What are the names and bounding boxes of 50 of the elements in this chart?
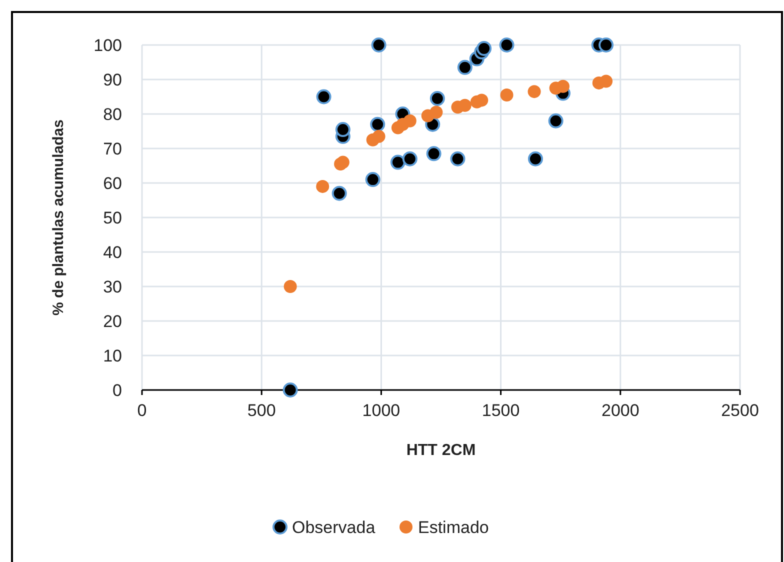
point [390, 154, 406, 170]
x-axis-title: HTT 2CM [406, 442, 476, 459]
x-tick-label: 2000 [601, 401, 640, 420]
point [430, 106, 443, 119]
point [284, 280, 297, 293]
point [426, 146, 442, 162]
point [403, 114, 416, 128]
x-tick-label: 500 [247, 401, 276, 420]
point [457, 60, 472, 75]
x-tick-label: 1000 [362, 401, 400, 420]
x-tick-label: 1500 [482, 401, 520, 420]
legend-label: Observada [292, 518, 376, 537]
point [282, 382, 298, 398]
point [528, 151, 543, 166]
point [316, 89, 332, 104]
point [598, 38, 614, 52]
y-tick-label: 30 [103, 278, 122, 296]
point [450, 151, 466, 166]
point [500, 88, 514, 102]
point [370, 116, 386, 132]
y-tick-label: 60 [103, 174, 122, 193]
y-tick-label: 20 [103, 312, 122, 331]
point [372, 130, 386, 143]
point [365, 172, 380, 188]
y-tick-label: 50 [103, 208, 122, 228]
point [316, 180, 330, 193]
point [600, 74, 613, 88]
y-tick-label: 40 [103, 243, 122, 262]
point [430, 90, 445, 106]
point [556, 80, 570, 93]
point [499, 38, 514, 52]
y-tick-label: 100 [94, 36, 122, 55]
legend-label: Estimado [418, 518, 489, 537]
point [402, 151, 418, 166]
x-tick-label: 0 [137, 401, 147, 420]
x-tick-label: 2500 [721, 401, 759, 420]
y-axis-title: % de plantulas acumuladas [50, 120, 67, 316]
y-tick-label: 70 [103, 140, 122, 158]
point [476, 40, 492, 56]
point [458, 98, 472, 112]
point [528, 85, 541, 98]
y-tick-label: 90 [103, 70, 122, 90]
y-tick-label: 10 [103, 346, 122, 366]
point [548, 113, 564, 128]
y-tick-label: 0 [112, 381, 122, 400]
y-tick-label: 80 [103, 105, 122, 124]
point [332, 186, 347, 201]
point [335, 122, 350, 138]
point [475, 94, 488, 107]
point [371, 38, 386, 52]
